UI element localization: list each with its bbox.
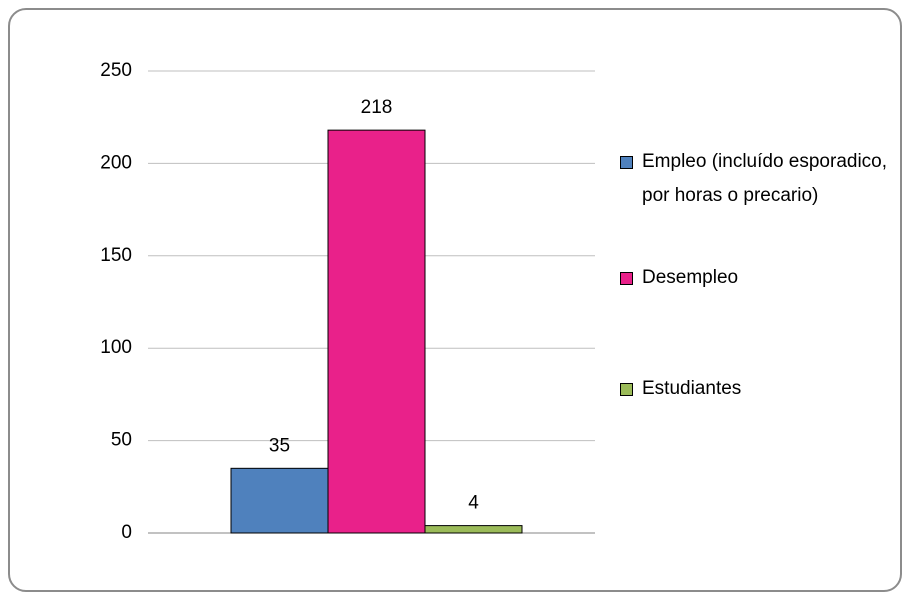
data-label: 4 — [468, 493, 479, 514]
y-tick-label: 0 — [121, 522, 132, 543]
data-label: 218 — [361, 97, 393, 118]
y-tick-label: 100 — [100, 337, 132, 358]
legend-item: Estudiantes — [620, 372, 895, 406]
bar — [327, 129, 426, 534]
data-label: 35 — [269, 435, 290, 456]
y-tick-label: 200 — [100, 152, 132, 173]
chart-frame — [8, 8, 902, 592]
y-tick-label: 250 — [100, 60, 132, 81]
legend-swatch — [620, 156, 633, 169]
legend-label: Empleo (incluído esporadico, por horas o… — [642, 151, 888, 206]
bar — [230, 467, 329, 534]
legend-swatch — [620, 272, 633, 285]
legend-item: Desempleo — [620, 261, 895, 295]
legend-label: Estudiantes — [642, 378, 742, 399]
legend-label: Desempleo — [642, 267, 739, 288]
y-tick-label: 150 — [100, 245, 132, 266]
legend-item: Empleo (incluído esporadico, por horas o… — [620, 145, 895, 213]
legend-swatch — [620, 383, 633, 396]
bar — [424, 525, 523, 534]
y-tick-label: 50 — [111, 430, 132, 451]
